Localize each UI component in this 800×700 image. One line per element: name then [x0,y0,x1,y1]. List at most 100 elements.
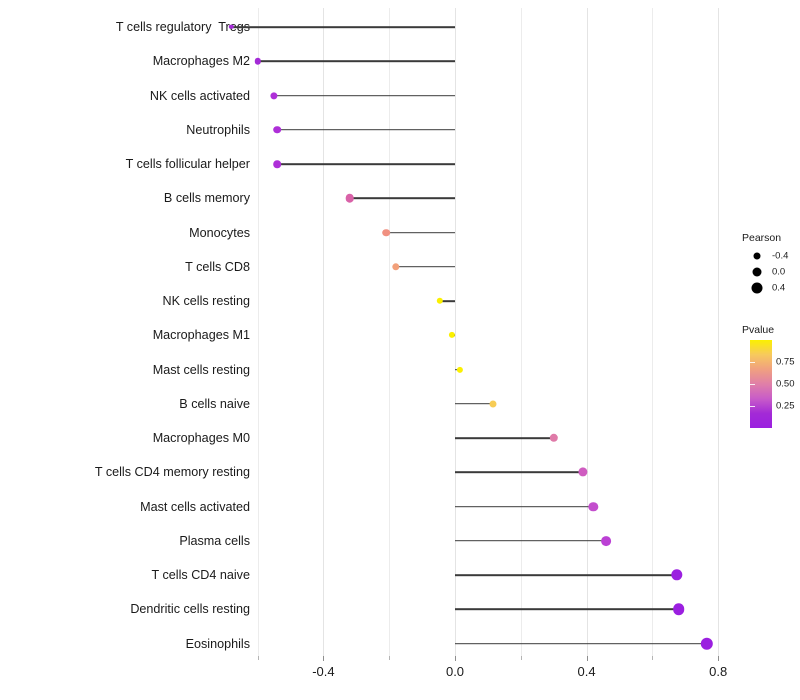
lollipop-stem [455,471,584,474]
lollipop-point[interactable] [578,467,588,477]
y-axis-labels: T cells regulatory Tregs Macrophages M2 NK… [0,0,250,656]
x-axis-minor-tick [520,656,522,660]
size-legend-label: -0.4 [772,250,789,262]
y-axis-tick-label: Mast cells resting [152,362,250,377]
colorbar: 0.75 0.50 0.25 [750,340,795,428]
x-axis-minor-tick [652,656,654,660]
y-axis-tick-label: Macrophages M2 [152,54,250,69]
lollipop-stem [455,539,607,542]
y-axis-tick-label: Neutrophils [186,122,250,137]
y-axis-tick-label: Monocytes [189,225,250,240]
y-axis-tick-label: T cells follicular helper [125,157,250,171]
color-legend: Pvalue 0.75 0.50 0.25 [738,324,800,428]
lollipop-point[interactable] [601,535,612,546]
lollipop-stem [385,231,455,234]
lollipop-point[interactable] [382,228,390,237]
lollipop-point[interactable] [270,91,278,100]
gridline-minor [257,8,259,656]
y-axis-tick-label: NK cells activated [149,88,250,103]
lollipop-point[interactable] [456,366,464,373]
lollipop-stem [277,163,455,165]
colorbar-tick-label: 0.25 [776,400,795,412]
colorbar-tick [750,362,755,363]
x-axis-minor-tick [389,656,391,660]
colorbar-tick-label: 0.50 [776,378,795,390]
lollipop-point[interactable] [549,433,558,443]
y-axis-tick-label: NK cells resting [162,294,251,308]
lollipop-point[interactable] [392,263,400,271]
color-legend-title: Pvalue [742,324,775,336]
y-axis-tick-label: T cells CD4 memory resting [94,465,250,480]
x-axis-tick-label: -0.4 [312,664,335,679]
lollipop-stem [455,642,707,645]
x-axis-tick [455,656,456,661]
lollipop-point[interactable] [229,24,234,30]
size-legend-item: 0.0 [738,264,800,280]
y-axis-tick-label: T cells CD4 naive [151,568,250,582]
lollipop-point[interactable] [448,332,455,339]
size-legend-title: Pearson [742,232,782,244]
y-axis-tick-label: B cells naive [179,396,250,411]
size-legend-dot [753,252,761,260]
colorbar-tick [750,406,755,407]
gridline-minor [652,8,654,656]
gridline-major [323,8,325,656]
y-axis-tick-label: Dendritic cells resting [130,602,250,617]
lollipop-stem [395,265,455,268]
plot-panel [229,8,728,656]
lollipop-stem [277,128,455,131]
x-axis-tick [718,656,720,661]
lollipop-stem [455,505,594,508]
x-axis-tick-label: 0.8 [709,664,728,679]
lollipop-stem [439,300,455,302]
lollipop-stem [257,60,455,63]
x-axis-tick-label: 0.0 [445,664,465,679]
y-axis-tick-label: Eosinophils [185,636,250,651]
lollipop-point[interactable] [588,501,598,512]
lollipop-point[interactable] [273,160,282,168]
size-legend-label: 0.0 [772,266,786,278]
size-legend-dot [752,267,762,277]
gridline-minor [520,8,522,656]
y-axis-tick-label: T cells CD8 [185,259,250,274]
lollipop-point[interactable] [489,400,497,408]
y-axis-tick-label: Mast cells activated [140,499,250,514]
x-axis-tick [323,656,325,661]
lollipop-point[interactable] [273,125,282,134]
x-axis-tick [586,656,588,661]
y-axis-tick-label: Macrophages M0 [152,431,250,445]
lollipop-stem [274,94,455,97]
gridline-minor [389,8,391,656]
gridline-major [455,8,456,656]
lollipop-point[interactable] [671,569,683,581]
lollipop-stem [455,437,554,439]
lollipop-point[interactable] [254,58,261,65]
size-legend-item: 0.4 [738,280,800,296]
lollipop-stem [455,402,493,405]
x-axis-tick-label: 0.4 [577,664,596,679]
gridline-major [718,8,720,656]
size-legend-items: -0.4 0.0 0.4 [738,248,800,296]
gridline-major [586,8,588,656]
lollipop-point[interactable] [672,603,685,616]
colorbar-tick-label: 0.75 [776,356,795,368]
size-legend-dot [751,282,763,294]
lollipop-point[interactable] [700,637,713,650]
x-axis-minor-tick [257,656,259,660]
y-axis-tick-label: Macrophages M1 [152,328,250,343]
x-axis: -0.4 0.0 0.4 0.8 [257,656,728,700]
y-axis-tick-label: B cells memory [163,191,250,206]
size-legend-item: -0.4 [738,248,800,264]
lollipop-stem [455,608,679,611]
lollipop-point[interactable] [436,297,444,305]
colorbar-tick [750,384,755,385]
lollipop-stem [349,197,455,200]
size-legend-label: 0.4 [772,282,786,294]
y-axis-tick-label: T cells regulatory Tregs [115,20,250,34]
y-axis-tick-label: Plasma cells [179,533,250,548]
size-legend: Pearson -0.4 0.0 0.4 [738,232,800,296]
lollipop-stem [455,574,678,576]
lollipop-stem [231,26,455,28]
lollipop-point[interactable] [345,193,355,203]
